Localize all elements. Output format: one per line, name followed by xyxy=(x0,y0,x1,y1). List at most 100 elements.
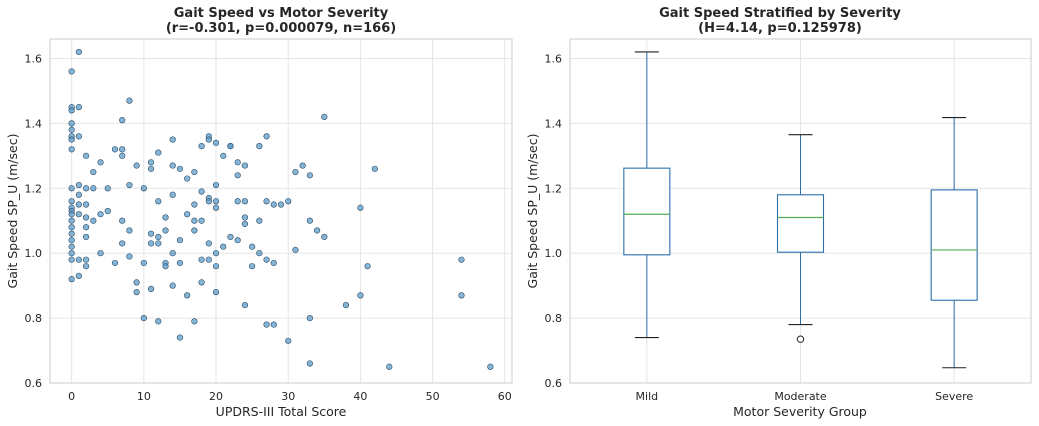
scatter-point xyxy=(184,211,191,218)
scatter-point xyxy=(176,259,184,267)
scatter-point xyxy=(220,243,227,250)
scatter-point xyxy=(386,363,393,370)
boxplot-y-axis-label: Gait Speed SP_U (m/sec) xyxy=(525,134,540,289)
scatter-point xyxy=(241,220,249,228)
scatter-point xyxy=(234,198,241,205)
scatter-point xyxy=(212,198,220,205)
scatter-point xyxy=(119,240,126,247)
boxplot-group-moderate xyxy=(776,134,825,343)
scatter-point xyxy=(68,224,75,231)
scatter-point xyxy=(126,181,133,189)
scatter-x-tick-label: 10 xyxy=(137,390,151,403)
scatter-point xyxy=(227,142,234,150)
scatter-plot-frame xyxy=(49,38,513,384)
scatter-x-tick-label: 40 xyxy=(353,390,367,403)
scatter-point xyxy=(198,256,205,263)
scatter-point xyxy=(147,240,155,247)
scatter-point xyxy=(241,162,249,169)
scatter-point xyxy=(68,107,75,114)
boxplot-x-ticks: Mild Moderate Severe xyxy=(636,390,974,403)
scatter-point xyxy=(198,217,205,224)
boxplot-y-tick-label: 1.4 xyxy=(545,117,563,130)
boxplot-box xyxy=(930,189,978,301)
scatter-point xyxy=(155,240,162,247)
scatter-point xyxy=(169,136,176,143)
boxplot-title-line2: (H=4.14, p=0.125978) xyxy=(698,21,862,36)
boxplot-group-mild xyxy=(623,51,671,339)
scatter-point xyxy=(256,250,263,257)
scatter-point xyxy=(212,204,220,211)
boxplot-title-line1: Gait Speed Stratified by Severity xyxy=(659,6,901,21)
scatter-point xyxy=(263,256,270,263)
scatter-point xyxy=(205,136,212,143)
scatter-point xyxy=(191,217,198,224)
scatter-point xyxy=(68,68,75,75)
scatter-point xyxy=(147,159,155,166)
boxplot-x-tick-label: Severe xyxy=(935,390,973,403)
scatter-point xyxy=(191,318,198,325)
scatter-point xyxy=(212,250,220,257)
scatter-point xyxy=(68,250,75,257)
scatter-point xyxy=(68,256,75,263)
scatter-point xyxy=(68,243,75,250)
scatter-point xyxy=(90,217,97,224)
scatter-x-tick-label: 0 xyxy=(68,390,75,403)
scatter-point xyxy=(306,314,313,322)
scatter-point xyxy=(205,256,212,263)
scatter-point xyxy=(75,104,82,111)
scatter-point xyxy=(292,168,299,176)
scatter-point xyxy=(68,126,75,133)
scatter-y-axis-label: Gait Speed SP_U (m/sec) xyxy=(5,134,20,289)
scatter-point xyxy=(104,185,111,192)
scatter-point xyxy=(68,211,75,218)
scatter-point xyxy=(176,165,184,172)
scatter-point xyxy=(191,201,198,208)
scatter-point xyxy=(313,227,321,234)
boxplot-panel: Gait Speed Stratified by Severity (H=4.1… xyxy=(525,6,1032,419)
scatter-y-tick-label: 1.4 xyxy=(25,117,43,130)
scatter-point xyxy=(147,165,155,172)
scatter-point xyxy=(119,152,126,159)
scatter-point xyxy=(234,237,241,244)
scatter-point xyxy=(104,207,111,215)
scatter-point xyxy=(140,259,147,267)
scatter-point xyxy=(75,181,82,189)
scatter-point xyxy=(75,201,82,208)
scatter-point xyxy=(68,146,75,153)
scatter-point xyxy=(364,263,371,270)
scatter-point xyxy=(162,263,169,270)
boxplot-y-tick-label: 1.2 xyxy=(545,182,563,195)
scatter-point xyxy=(68,185,75,192)
scatter-point xyxy=(147,285,155,292)
scatter-point xyxy=(270,201,277,208)
scatter-point xyxy=(133,279,140,286)
scatter-point xyxy=(321,233,328,241)
scatter-point xyxy=(68,120,75,127)
scatter-point xyxy=(147,230,155,237)
boxplot-x-tick-label: Moderate xyxy=(774,390,827,403)
boxplot-boxes xyxy=(623,51,978,369)
scatter-points xyxy=(68,48,494,370)
scatter-point xyxy=(75,48,82,56)
scatter-point xyxy=(140,314,147,322)
scatter-point xyxy=(111,146,119,153)
scatter-panel: Gait Speed vs Motor Severity (r=-0.301, … xyxy=(5,6,513,419)
scatter-x-ticks: 0 10 20 30 40 50 60 xyxy=(68,390,512,403)
scatter-point xyxy=(82,214,90,221)
scatter-point xyxy=(155,318,162,325)
scatter-point xyxy=(357,204,364,211)
scatter-point xyxy=(119,146,126,153)
boxplot-group-severe xyxy=(930,116,978,369)
scatter-point xyxy=(198,279,205,286)
boxplot-y-ticks: 0.6 0.8 1.0 1.2 1.4 1.6 xyxy=(545,52,563,390)
scatter-point xyxy=(205,240,212,247)
scatter-point xyxy=(342,302,350,309)
scatter-point xyxy=(234,159,241,166)
boxplot-y-tick-label: 0.6 xyxy=(545,377,563,390)
scatter-point xyxy=(82,256,90,263)
scatter-point xyxy=(155,149,162,156)
scatter-point xyxy=(241,198,249,205)
scatter-point xyxy=(126,97,133,104)
scatter-point xyxy=(97,250,104,257)
scatter-point xyxy=(227,233,234,241)
